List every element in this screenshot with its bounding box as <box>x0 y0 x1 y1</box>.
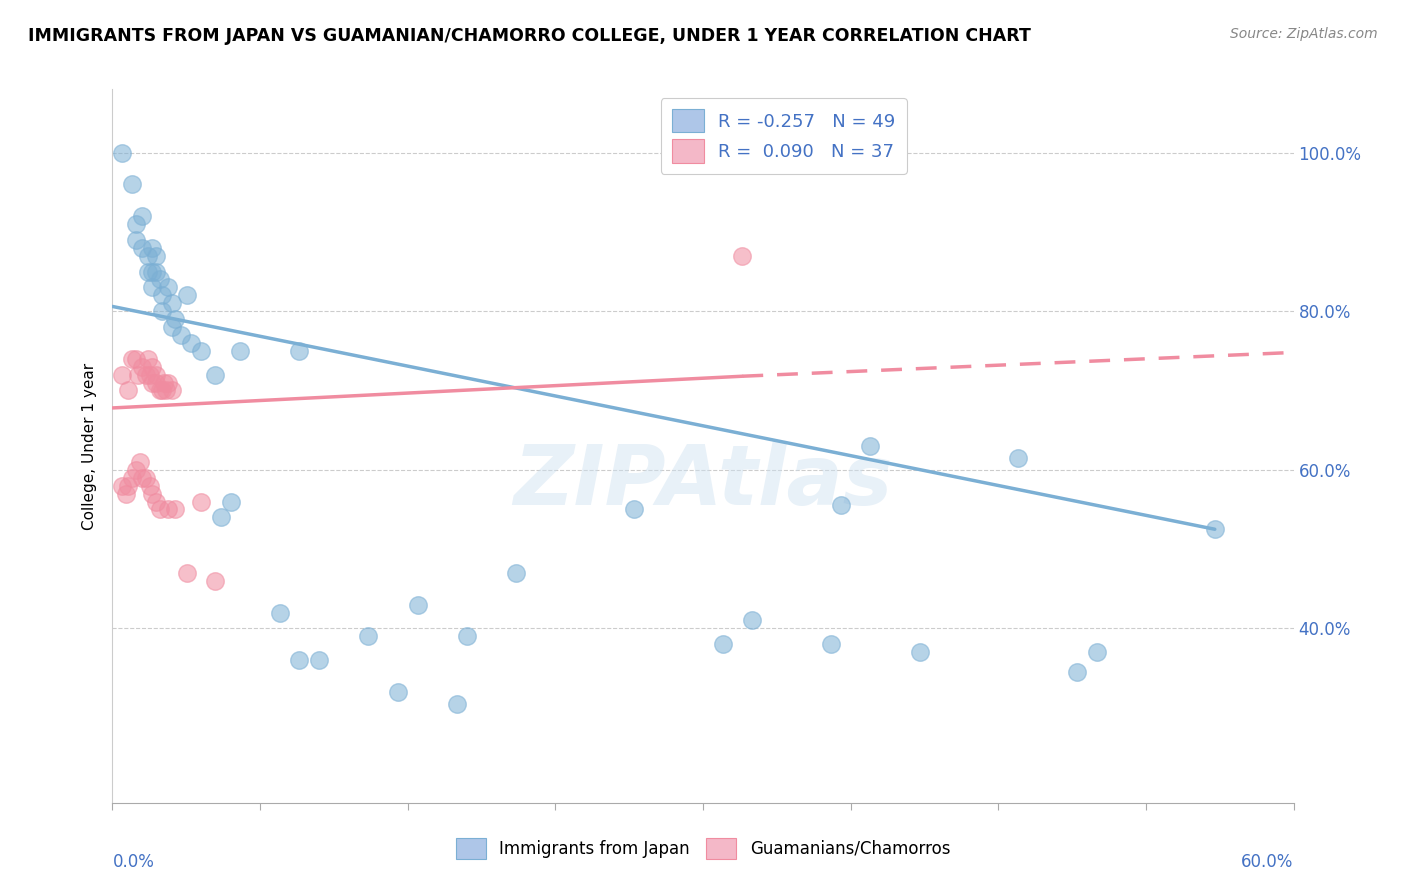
Point <box>125 463 148 477</box>
Point <box>1007 450 1029 465</box>
Point <box>1204 522 1226 536</box>
Point <box>125 233 148 247</box>
Point <box>136 351 159 366</box>
Point <box>139 368 162 382</box>
Point <box>141 486 163 500</box>
Point <box>160 320 183 334</box>
Point <box>121 351 143 366</box>
Point <box>505 566 527 580</box>
Y-axis label: College, Under 1 year: College, Under 1 year <box>82 362 97 530</box>
Point <box>121 471 143 485</box>
Point <box>204 574 226 588</box>
Point <box>135 471 157 485</box>
Point <box>127 368 149 382</box>
Point <box>145 376 167 390</box>
Text: IMMIGRANTS FROM JAPAN VS GUAMANIAN/CHAMORRO COLLEGE, UNDER 1 YEAR CORRELATION CH: IMMIGRANTS FROM JAPAN VS GUAMANIAN/CHAMO… <box>28 27 1031 45</box>
Point <box>135 368 157 382</box>
Point <box>156 280 179 294</box>
Point <box>623 502 645 516</box>
Point <box>160 384 183 398</box>
Point <box>908 645 931 659</box>
Point <box>141 359 163 374</box>
Point <box>711 637 734 651</box>
Point <box>156 502 179 516</box>
Point <box>111 478 134 492</box>
Text: 0.0%: 0.0% <box>112 853 155 871</box>
Point <box>141 280 163 294</box>
Point <box>121 178 143 192</box>
Point <box>141 241 163 255</box>
Point <box>219 494 242 508</box>
Point <box>190 494 212 508</box>
Point <box>859 439 882 453</box>
Point <box>149 384 172 398</box>
Point <box>731 249 754 263</box>
Point <box>229 343 252 358</box>
Text: Source: ZipAtlas.com: Source: ZipAtlas.com <box>1230 27 1378 41</box>
Point <box>446 697 468 711</box>
Point <box>139 478 162 492</box>
Point <box>830 499 852 513</box>
Text: 60.0%: 60.0% <box>1241 853 1294 871</box>
Point <box>131 209 153 223</box>
Point <box>741 614 763 628</box>
Point <box>820 637 842 651</box>
Point <box>131 359 153 374</box>
Point <box>204 368 226 382</box>
Point <box>141 376 163 390</box>
Point <box>152 376 174 390</box>
Point <box>136 249 159 263</box>
Point <box>165 502 187 516</box>
Point <box>149 502 172 516</box>
Point <box>145 368 167 382</box>
Point <box>145 264 167 278</box>
Point <box>288 653 311 667</box>
Point <box>125 217 148 231</box>
Point <box>150 288 173 302</box>
Point <box>209 510 232 524</box>
Legend: Immigrants from Japan, Guamanians/Chamorros: Immigrants from Japan, Guamanians/Chamor… <box>449 831 957 866</box>
Point <box>180 335 202 350</box>
Point <box>165 312 187 326</box>
Point <box>150 384 173 398</box>
Point <box>1066 665 1088 679</box>
Point <box>160 296 183 310</box>
Point <box>406 598 429 612</box>
Point <box>115 486 138 500</box>
Point <box>129 455 152 469</box>
Point <box>170 328 193 343</box>
Point <box>141 264 163 278</box>
Point <box>145 494 167 508</box>
Point <box>131 471 153 485</box>
Point <box>269 606 291 620</box>
Point <box>357 629 380 643</box>
Point <box>156 376 179 390</box>
Point <box>145 249 167 263</box>
Point <box>136 264 159 278</box>
Point <box>190 343 212 358</box>
Point <box>176 566 198 580</box>
Point <box>150 304 173 318</box>
Text: ZIPAtlas: ZIPAtlas <box>513 442 893 522</box>
Point <box>111 145 134 160</box>
Point <box>387 685 409 699</box>
Point <box>288 343 311 358</box>
Point <box>456 629 478 643</box>
Point <box>155 384 177 398</box>
Point <box>308 653 330 667</box>
Point <box>1085 645 1108 659</box>
Point <box>117 478 139 492</box>
Point <box>125 351 148 366</box>
Point <box>149 272 172 286</box>
Point <box>176 288 198 302</box>
Point <box>111 368 134 382</box>
Point <box>117 384 139 398</box>
Point <box>131 241 153 255</box>
